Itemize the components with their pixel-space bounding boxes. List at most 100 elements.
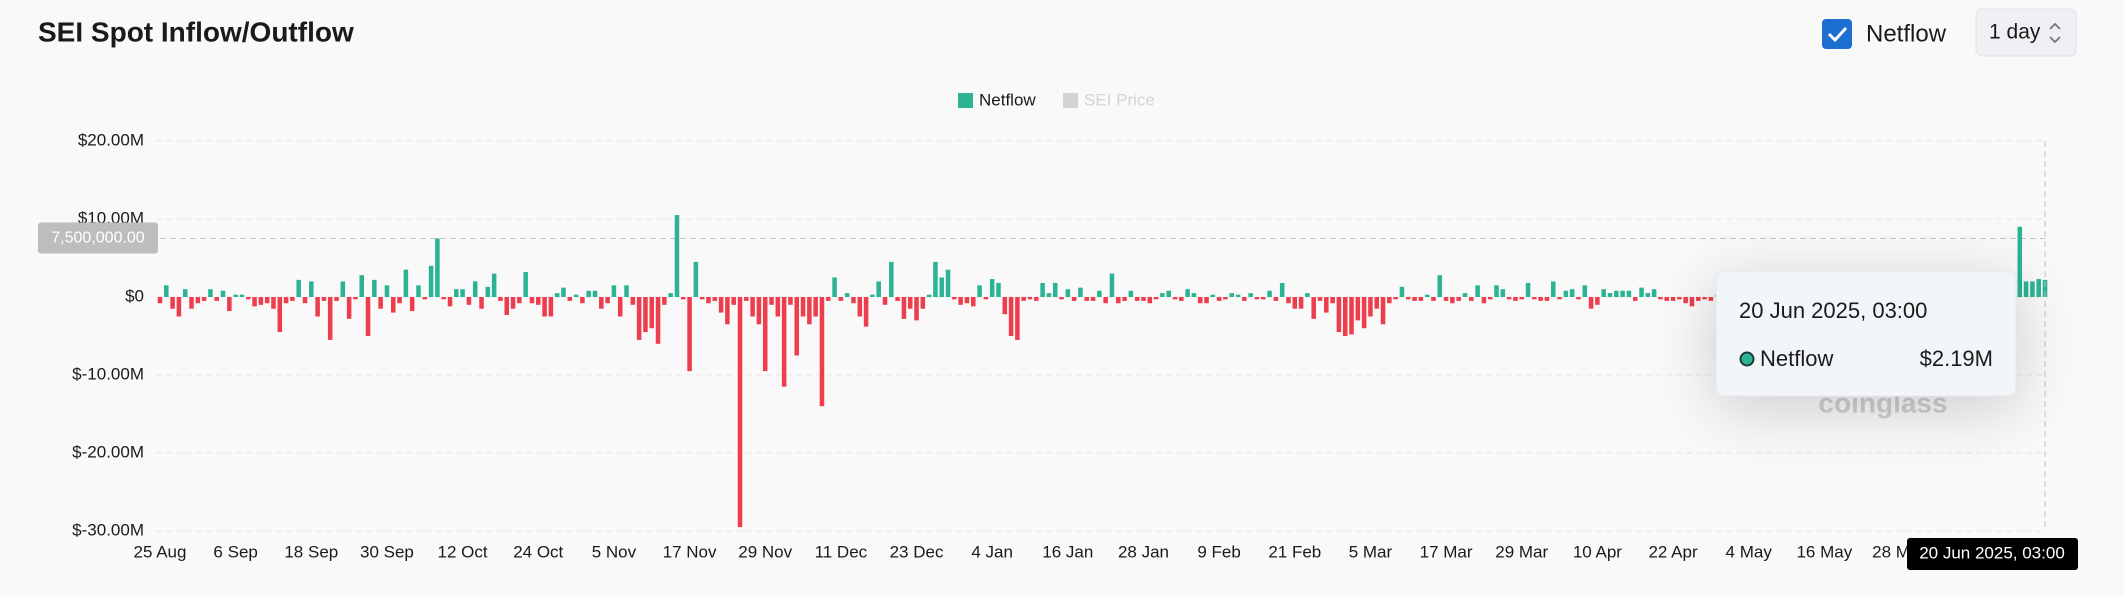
x-tick-label: 5 Mar bbox=[1349, 542, 1393, 561]
bar bbox=[1305, 293, 1310, 297]
legend-label[interactable]: SEI Price bbox=[1084, 90, 1155, 109]
bar bbox=[233, 294, 238, 297]
bar bbox=[1431, 297, 1436, 301]
bar bbox=[889, 261, 894, 297]
checkbox-box[interactable] bbox=[1822, 19, 1852, 49]
bar bbox=[1002, 297, 1008, 315]
bar bbox=[1153, 297, 1159, 300]
bar bbox=[390, 297, 396, 313]
bar bbox=[2023, 281, 2029, 297]
bar bbox=[1090, 297, 1096, 301]
bar bbox=[378, 297, 383, 309]
bar bbox=[1683, 297, 1688, 304]
bar bbox=[1462, 293, 1468, 297]
bar bbox=[535, 297, 541, 305]
y-tick-label: $20.00M bbox=[78, 130, 144, 149]
bar bbox=[1412, 297, 1417, 301]
x-tick-label: 5 Nov bbox=[592, 542, 637, 561]
bar bbox=[794, 297, 800, 356]
bar bbox=[1550, 281, 1556, 297]
bar bbox=[460, 289, 465, 297]
bar bbox=[321, 297, 327, 301]
bar bbox=[1481, 297, 1487, 304]
bar bbox=[2030, 281, 2035, 297]
bar bbox=[744, 297, 749, 301]
bar bbox=[1267, 290, 1272, 297]
select-label[interactable]: 1 day bbox=[1989, 21, 2041, 44]
select-box[interactable] bbox=[1975, 8, 2077, 57]
bar bbox=[1147, 297, 1153, 304]
bar bbox=[851, 297, 856, 304]
bar bbox=[933, 261, 938, 297]
bar bbox=[1166, 290, 1171, 297]
bar bbox=[674, 215, 680, 297]
netflow-checkbox[interactable]: Netflow bbox=[1822, 19, 1947, 49]
bar bbox=[970, 297, 976, 307]
bar bbox=[983, 297, 989, 300]
bar bbox=[876, 281, 881, 297]
bar bbox=[769, 297, 774, 305]
bar bbox=[1292, 297, 1298, 309]
bar bbox=[542, 297, 547, 317]
bar bbox=[1021, 297, 1026, 301]
bar bbox=[529, 297, 535, 304]
bar bbox=[1538, 297, 1543, 301]
bar bbox=[195, 297, 201, 304]
bar bbox=[750, 297, 755, 317]
interval-select[interactable]: 1 day bbox=[1975, 8, 2077, 57]
bar bbox=[1109, 273, 1115, 297]
bar bbox=[1223, 297, 1228, 300]
bar bbox=[1172, 297, 1178, 300]
bar bbox=[554, 293, 560, 297]
bar bbox=[1506, 297, 1512, 300]
crosshair-y-label: 7,500,000.00 bbox=[51, 230, 145, 247]
checkbox-label[interactable]: Netflow bbox=[1866, 20, 1947, 47]
bar bbox=[504, 297, 510, 315]
bar bbox=[592, 290, 598, 297]
bar bbox=[1128, 290, 1134, 297]
tooltip: 20 Jun 2025, 03:00 Netflow $2.19M bbox=[1715, 270, 2017, 397]
bar bbox=[977, 285, 982, 297]
bar bbox=[1456, 297, 1461, 301]
bar bbox=[668, 293, 673, 297]
bar bbox=[435, 238, 440, 297]
bar bbox=[176, 297, 182, 317]
bar bbox=[479, 297, 484, 309]
x-tick-label: 29 Nov bbox=[738, 542, 792, 561]
bar bbox=[1494, 285, 1499, 297]
chart-title: SEI Spot Inflow/Outflow bbox=[38, 16, 354, 47]
bar bbox=[832, 277, 837, 297]
bar bbox=[624, 285, 629, 297]
bar bbox=[813, 297, 818, 317]
bar bbox=[1084, 297, 1090, 301]
bar bbox=[523, 272, 528, 297]
bar bbox=[1475, 285, 1480, 297]
bar bbox=[428, 265, 434, 297]
bar bbox=[309, 281, 314, 297]
bar bbox=[907, 297, 913, 309]
bar bbox=[1185, 289, 1190, 297]
bar bbox=[1576, 297, 1581, 300]
bar bbox=[1279, 282, 1285, 297]
tooltip-marker bbox=[1739, 351, 1755, 367]
bar bbox=[201, 297, 207, 301]
bar bbox=[384, 285, 390, 297]
bar bbox=[1614, 290, 1619, 297]
bar bbox=[1071, 297, 1077, 301]
bar bbox=[409, 297, 415, 312]
bar bbox=[1210, 294, 1216, 297]
bar bbox=[926, 294, 932, 297]
bar bbox=[1204, 297, 1209, 304]
x-tick-label: 18 Sep bbox=[284, 542, 338, 561]
x-tick-label: 30 Sep bbox=[360, 542, 414, 561]
bar bbox=[573, 294, 579, 297]
bar bbox=[365, 297, 371, 336]
bar bbox=[1525, 282, 1531, 297]
bar bbox=[1626, 290, 1632, 297]
bar bbox=[334, 297, 339, 301]
bar bbox=[1235, 294, 1241, 297]
x-tick-label: 10 Apr bbox=[1573, 542, 1622, 561]
legend-label[interactable]: Netflow bbox=[979, 90, 1036, 109]
bar bbox=[1260, 297, 1266, 300]
